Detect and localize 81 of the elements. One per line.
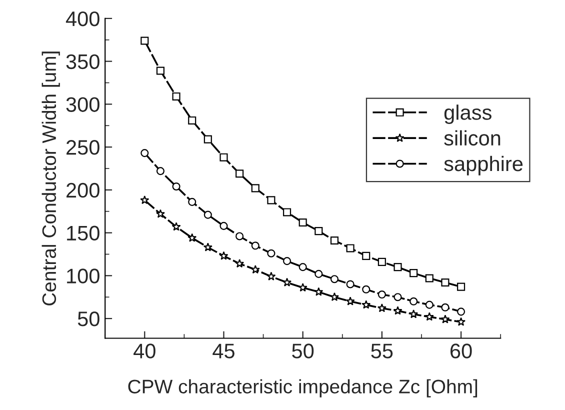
- point: [314, 227, 323, 236]
- point: [172, 92, 180, 100]
- point: [203, 242, 212, 252]
- point: [410, 269, 418, 278]
- point: [188, 198, 196, 206]
- point: [220, 153, 228, 162]
- point: [220, 222, 228, 230]
- point: [266, 272, 276, 280]
- y-axis-title: Central Conductor Width [um]: [42, 52, 60, 306]
- point: [140, 149, 149, 158]
- point: [457, 308, 466, 316]
- point: [378, 258, 386, 266]
- x-tick-label: 50: [292, 344, 314, 358]
- point: [140, 36, 149, 45]
- legend-label: sapphire: [444, 156, 523, 176]
- point: [394, 293, 402, 302]
- point: [330, 236, 339, 245]
- x-tick-label: 60: [450, 344, 472, 358]
- point: [204, 210, 212, 219]
- point: [140, 195, 150, 204]
- x-axis-title: CPW characteristic impedance Zc [Ohm]: [128, 379, 478, 398]
- x-tick-label: 55: [371, 344, 393, 358]
- y-tick-label: 200: [66, 182, 100, 198]
- point: [393, 306, 402, 315]
- point: [298, 282, 308, 292]
- point: [440, 314, 450, 324]
- point: [330, 275, 339, 284]
- point: [362, 300, 371, 309]
- point: [441, 278, 450, 287]
- point: [282, 257, 292, 266]
- point: [457, 282, 466, 291]
- point: [219, 251, 228, 260]
- point: [362, 285, 370, 294]
- point: [424, 312, 434, 321]
- legend-label: glass: [444, 104, 492, 124]
- point: [172, 222, 181, 231]
- point: [156, 209, 165, 218]
- point: [236, 170, 244, 178]
- point: [236, 232, 244, 240]
- point: [282, 278, 292, 286]
- point: [251, 184, 260, 192]
- point: [394, 263, 402, 272]
- point: [425, 300, 434, 309]
- point: [298, 263, 307, 272]
- point: [441, 303, 450, 312]
- point: [362, 252, 370, 260]
- y-tick-label: 300: [66, 97, 100, 112]
- point: [346, 280, 354, 288]
- point: [410, 297, 418, 306]
- point: [330, 292, 339, 302]
- legend-label: silicon: [444, 130, 500, 146]
- point: [346, 244, 354, 252]
- point: [156, 167, 164, 176]
- point: [346, 296, 355, 306]
- point: [314, 270, 323, 278]
- y-tick-label: 350: [66, 54, 100, 70]
- point: [235, 258, 244, 268]
- point: [188, 233, 197, 242]
- point: [456, 317, 466, 326]
- point: [409, 310, 418, 318]
- y-tick-label: 400: [66, 11, 100, 26]
- point: [298, 218, 307, 227]
- point: [188, 116, 196, 125]
- point: [314, 287, 324, 296]
- y-tick-label: 250: [66, 140, 100, 155]
- y-tick-label: 50: [78, 312, 100, 326]
- point: [267, 196, 276, 204]
- point: [250, 264, 260, 274]
- point: [156, 66, 164, 75]
- point: [425, 274, 434, 282]
- point: [204, 135, 212, 144]
- x-tick-label: 45: [212, 344, 234, 358]
- point: [267, 249, 276, 258]
- point: [172, 182, 180, 191]
- y-tick-label: 100: [67, 268, 100, 284]
- x-tick-label: 40: [134, 344, 156, 358]
- y-tick-label: 150: [67, 226, 100, 241]
- point: [377, 304, 386, 312]
- point: [251, 242, 260, 250]
- point: [282, 208, 292, 216]
- point: [378, 290, 386, 299]
